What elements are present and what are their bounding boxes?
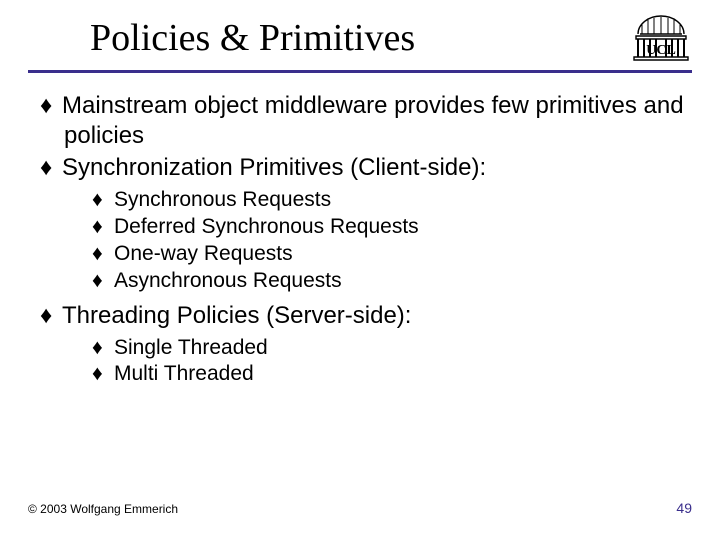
list-item-text: One-way Requests [114,242,293,265]
list-item: ♦One-way Requests [92,241,692,268]
diamond-bullet-icon: ♦ [92,361,114,388]
diamond-bullet-icon: ♦ [40,91,62,121]
diamond-bullet-icon: ♦ [92,187,114,214]
list-item: ♦Synchronous Requests [92,187,692,214]
diamond-bullet-icon: ♦ [92,335,114,362]
list-item-text: Asynchronous Requests [114,269,342,292]
content-area: ♦Mainstream object middleware provides f… [0,73,720,388]
list-item: ♦Deferred Synchronous Requests [92,214,692,241]
list-item-text: Single Threaded [114,336,268,359]
list-item-text: Synchronization Primitives (Client-side)… [62,154,486,181]
list-item: ♦Synchronization Primitives (Client-side… [40,153,692,295]
diamond-bullet-icon: ♦ [92,268,114,295]
bullet-list: ♦Mainstream object middleware provides f… [40,91,692,388]
list-item-text: Deferred Synchronous Requests [114,215,419,238]
list-item: ♦Single Threaded [92,335,692,362]
slide-title: Policies & Primitives [90,16,720,60]
title-area: Policies & Primitives UCL [0,0,720,60]
copyright-text: © 2003 Wolfgang Emmerich [28,502,178,516]
list-item-text: Multi Threaded [114,362,254,385]
diamond-bullet-icon: ♦ [92,241,114,268]
diamond-bullet-icon: ♦ [92,214,114,241]
sub-bullet-list: ♦Single Threaded ♦Multi Threaded [92,335,692,389]
list-item: ♦Multi Threaded [92,361,692,388]
sub-bullet-list: ♦Synchronous Requests ♦Deferred Synchron… [92,187,692,295]
logo-text: UCL [646,43,676,58]
list-item: ♦Asynchronous Requests [92,268,692,295]
footer: © 2003 Wolfgang Emmerich 49 [28,500,692,516]
list-item-text: Mainstream object middleware provides fe… [62,92,684,149]
page-number: 49 [676,500,692,516]
list-item-text: Synchronous Requests [114,188,331,211]
diamond-bullet-icon: ♦ [40,153,62,183]
diamond-bullet-icon: ♦ [40,301,62,331]
list-item-text: Threading Policies (Server-side): [62,302,411,329]
list-item: ♦Mainstream object middleware provides f… [40,91,692,151]
ucl-logo: UCL [628,14,694,70]
list-item: ♦Threading Policies (Server-side): ♦Sing… [40,301,692,389]
